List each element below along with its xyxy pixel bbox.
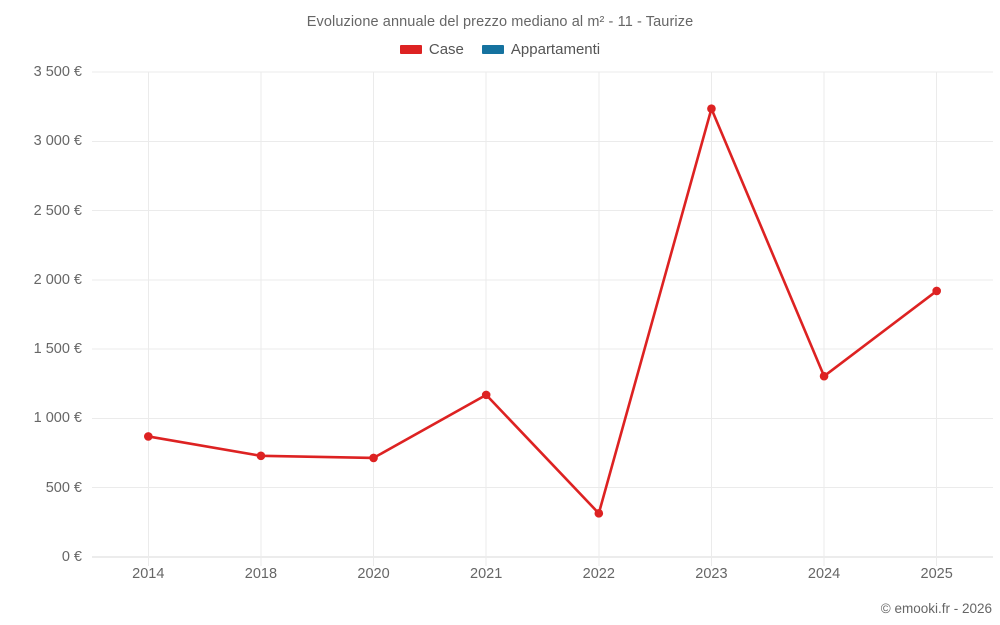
x-axis-tick-label: 2024 (807, 566, 841, 582)
x-axis-tick-label: 2014 (132, 566, 165, 582)
x-axis-tick-label: 2023 (695, 566, 728, 582)
x-axis-tick-label: 2018 (244, 566, 278, 582)
y-axis-tick-label: 1 000 € (33, 410, 82, 427)
x-axis-tick-label: 2022 (582, 566, 615, 582)
data-point-case[interactable] (144, 432, 153, 441)
legend-swatch-appartamenti (481, 45, 504, 54)
data-point-case[interactable] (819, 371, 829, 381)
x-axis-tick-label: 2021 (470, 566, 503, 582)
copyright-credit: © emooki.fr - 2026 (880, 601, 992, 616)
chart-title: Evoluzione annuale del prezzo mediano al… (306, 14, 694, 30)
plot-area (92, 71, 993, 566)
legend-swatch-case (399, 45, 422, 54)
data-point-case[interactable] (932, 286, 941, 296)
chart-legend: Case Appartamenti (0, 41, 1000, 58)
data-point-case[interactable] (256, 451, 266, 461)
legend-label-appartamenti: Appartamenti (510, 41, 601, 58)
data-point-case[interactable] (481, 390, 491, 400)
data-point-case[interactable] (594, 509, 604, 518)
legend-item-appartamenti[interactable]: Appartamenti (481, 41, 601, 58)
legend-item-case[interactable]: Case (399, 41, 464, 58)
x-axis-tick-label: 2020 (357, 566, 390, 582)
y-axis-labels: 0 € 500 € 1 000 € 1 500 € 2 000 € 2 500 € 3 00… (0, 0, 82, 625)
plot-svg (92, 71, 993, 566)
data-point-case[interactable] (707, 104, 716, 114)
y-axis-tick-label: 2 000 € (33, 271, 82, 288)
x-axis-tick-label: 2025 (920, 566, 953, 582)
y-axis-tick-label: 1 500 € (33, 341, 82, 358)
series-line-case (147, 107, 938, 515)
legend-label-case: Case (428, 41, 464, 58)
y-axis-tick-label: 3 500 € (33, 64, 82, 80)
y-axis-tick-label: 3 000 € (33, 133, 82, 150)
y-axis-tick-label: 0 € (61, 549, 82, 565)
data-point-case[interactable] (369, 453, 378, 463)
y-axis-tick-label: 2 500 € (33, 202, 82, 219)
y-axis-tick-label: 500 € (45, 479, 82, 496)
